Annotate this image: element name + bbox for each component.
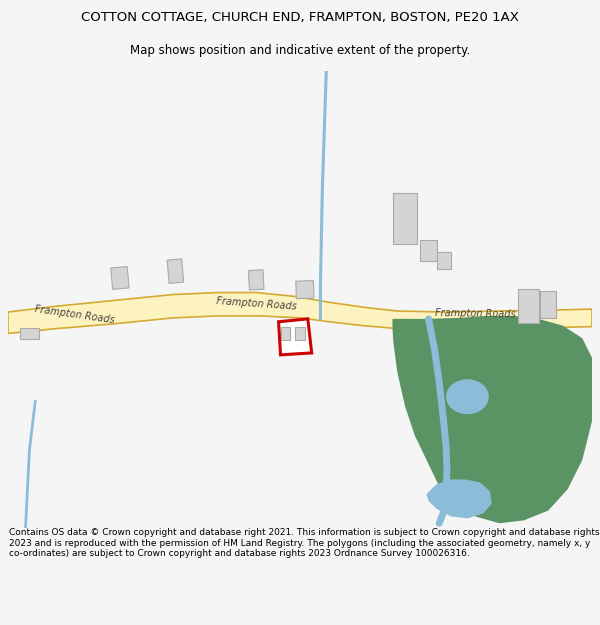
Bar xyxy=(296,281,314,299)
Bar xyxy=(420,240,437,261)
Polygon shape xyxy=(446,379,489,414)
Bar xyxy=(437,252,451,269)
Polygon shape xyxy=(427,479,492,518)
Bar xyxy=(394,193,417,244)
Polygon shape xyxy=(278,319,311,355)
Bar xyxy=(248,270,264,290)
Text: COTTON COTTAGE, CHURCH END, FRAMPTON, BOSTON, PE20 1AX: COTTON COTTAGE, CHURCH END, FRAMPTON, BO… xyxy=(81,11,519,24)
Bar xyxy=(281,327,290,340)
Bar xyxy=(518,289,539,323)
Bar xyxy=(541,291,556,318)
Text: Frampton Roads: Frampton Roads xyxy=(34,304,115,326)
Polygon shape xyxy=(8,292,592,334)
Text: Map shows position and indicative extent of the property.: Map shows position and indicative extent… xyxy=(130,44,470,57)
Text: Contains OS data © Crown copyright and database right 2021. This information is : Contains OS data © Crown copyright and d… xyxy=(9,528,599,558)
Bar xyxy=(167,259,184,283)
Bar xyxy=(295,327,305,340)
Bar xyxy=(111,267,129,289)
Bar xyxy=(20,328,39,339)
Polygon shape xyxy=(392,316,592,523)
Text: Frampton Roads: Frampton Roads xyxy=(215,296,297,312)
Text: Frampton Roads: Frampton Roads xyxy=(435,308,515,319)
